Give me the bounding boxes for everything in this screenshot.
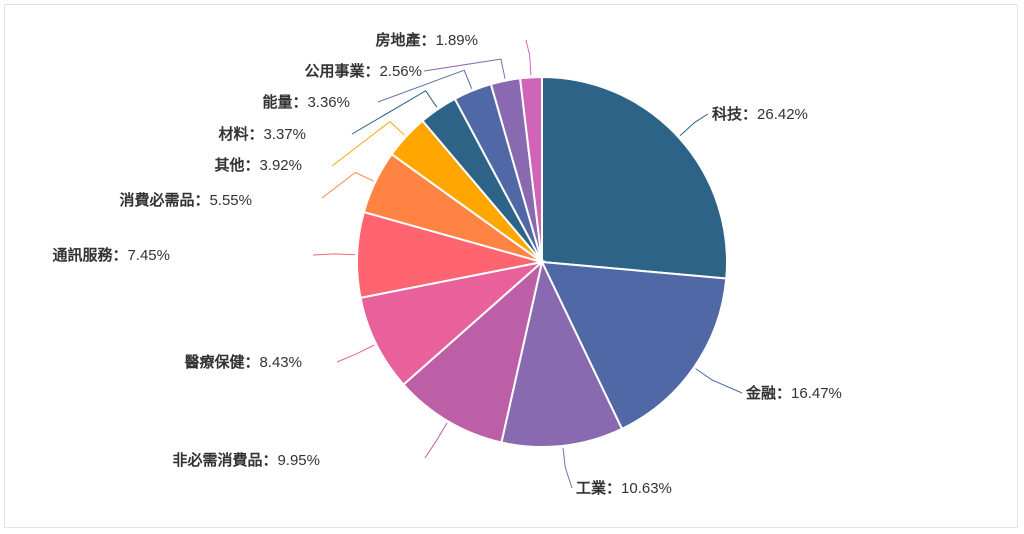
slice-label-name: 通訊服務： bbox=[52, 246, 127, 264]
slice-label: 金融：16.47% bbox=[745, 384, 842, 402]
slice-label-name: 房地產： bbox=[375, 31, 435, 49]
leader-line bbox=[695, 368, 743, 394]
slice-label-name: 非必需消費品： bbox=[172, 451, 277, 469]
leader-line bbox=[321, 171, 374, 199]
slice-label-value: 7.45% bbox=[127, 247, 170, 264]
leader-line bbox=[423, 58, 506, 79]
slice-label-value: 16.47% bbox=[791, 385, 842, 402]
pie-slice[interactable] bbox=[540, 260, 728, 431]
slice-label-name: 材料： bbox=[218, 125, 263, 143]
leader-line bbox=[562, 447, 573, 489]
slice-label: 消費必需品：5.55% bbox=[119, 191, 252, 209]
slice-label: 能量：3.36% bbox=[262, 93, 350, 111]
slice-label: 非必需消費品：9.95% bbox=[172, 451, 320, 469]
slice-label: 工業：10.63% bbox=[576, 479, 672, 497]
slice-label-name: 工業： bbox=[576, 479, 621, 497]
leader-line bbox=[351, 90, 438, 135]
slice-label-value: 9.95% bbox=[277, 452, 320, 469]
pie-slice[interactable] bbox=[500, 258, 624, 448]
leader-line bbox=[525, 39, 532, 76]
leader-line bbox=[336, 344, 375, 363]
slice-label: 公用事業：2.56% bbox=[304, 62, 422, 80]
slice-labels: 科技：26.42% 金融：16.47% 工業：10.63% 非必需消費品：9.95% 醫… bbox=[52, 31, 841, 497]
slice-label: 房地產：1.89% bbox=[375, 31, 478, 49]
slice-label-name: 醫療保健： bbox=[184, 353, 259, 371]
slice-label-value: 3.37% bbox=[263, 126, 306, 143]
slice-label-value: 26.42% bbox=[757, 106, 808, 123]
leader-line bbox=[331, 120, 405, 167]
leader-line bbox=[312, 253, 356, 256]
leader-line bbox=[424, 422, 448, 459]
pie-slice[interactable] bbox=[518, 75, 543, 263]
slice-label-value: 1.89% bbox=[435, 32, 478, 49]
pie-slice[interactable] bbox=[402, 259, 544, 444]
slice-label: 材料：3.37% bbox=[218, 125, 306, 143]
leader-line bbox=[377, 69, 473, 103]
slice-label-value: 10.63% bbox=[621, 480, 672, 497]
slice-label-name: 科技： bbox=[712, 105, 757, 123]
slice-label-name: 公用事業： bbox=[304, 62, 379, 80]
pie-slice[interactable] bbox=[541, 75, 728, 280]
leader-line bbox=[679, 113, 709, 137]
slice-label-name: 能量： bbox=[262, 93, 307, 111]
slice-label-value: 8.43% bbox=[259, 354, 302, 371]
pie-slice[interactable] bbox=[359, 260, 546, 387]
slice-label: 其他：3.92% bbox=[214, 156, 302, 174]
slice-label-name: 消費必需品： bbox=[119, 191, 209, 209]
slice-label: 科技：26.42% bbox=[712, 105, 808, 123]
slice-label-name: 金融： bbox=[745, 384, 791, 402]
slice-label-value: 5.55% bbox=[209, 192, 252, 209]
slice-label: 通訊服務：7.45% bbox=[52, 246, 170, 264]
leader-lines bbox=[312, 39, 743, 489]
slice-label-value: 3.92% bbox=[259, 157, 302, 174]
pie-slices bbox=[356, 75, 728, 448]
slice-label-value: 3.36% bbox=[307, 94, 350, 111]
slice-label-name: 其他： bbox=[214, 156, 259, 174]
slice-label: 醫療保健：8.43% bbox=[184, 353, 302, 371]
slice-label-value: 2.56% bbox=[379, 63, 422, 80]
